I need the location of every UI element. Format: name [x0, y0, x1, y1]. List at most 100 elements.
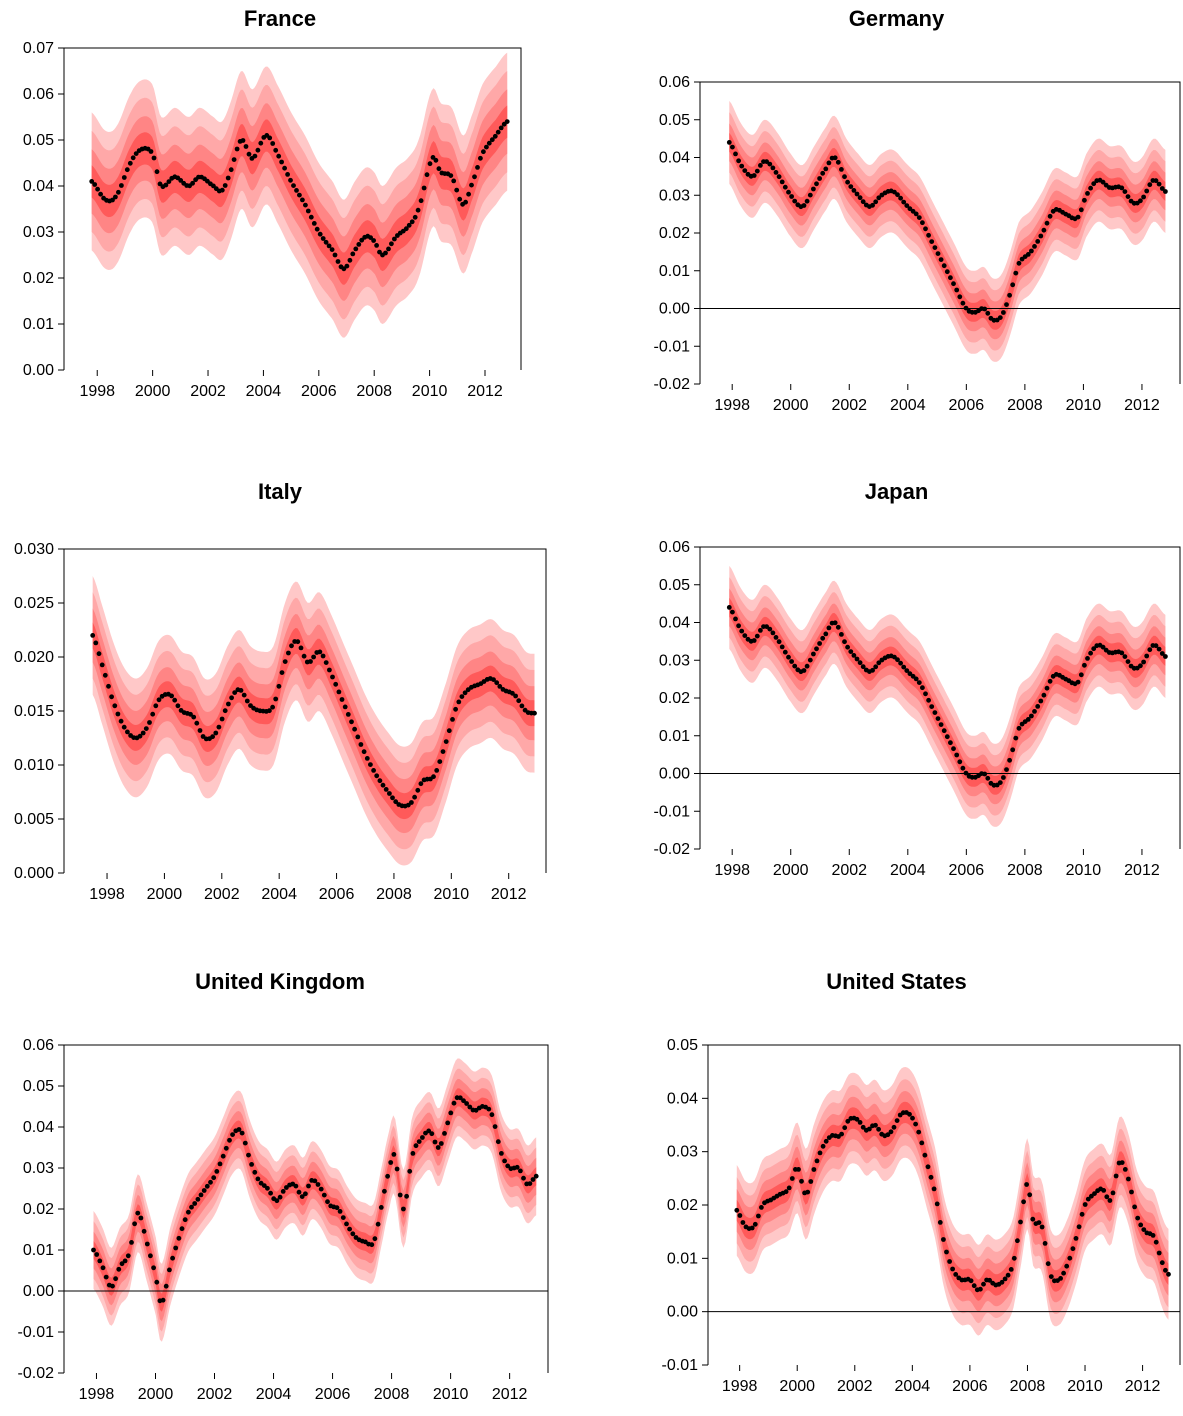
median-point — [175, 703, 181, 709]
median-point — [786, 189, 791, 195]
median-point — [289, 643, 294, 649]
y-tick-label: 0.06 — [659, 74, 690, 91]
median-point — [393, 799, 399, 805]
median-point — [502, 1158, 507, 1164]
y-tick-label: 0.03 — [659, 187, 690, 204]
median-point — [1035, 239, 1041, 244]
median-point — [876, 195, 882, 201]
median-point — [848, 184, 854, 190]
median-point — [94, 1252, 100, 1257]
median-point — [1032, 244, 1037, 249]
x-tick-label: 2000 — [779, 1378, 815, 1395]
median-point — [453, 706, 458, 712]
x-tick-label: 2008 — [1007, 397, 1043, 414]
median-point — [944, 269, 950, 275]
median-point — [870, 667, 875, 673]
median-point — [1015, 1238, 1020, 1244]
median-point — [435, 1145, 441, 1150]
median-point — [937, 1220, 943, 1225]
median-point — [1091, 181, 1097, 187]
median-point — [220, 1153, 226, 1159]
median-point — [397, 1192, 403, 1198]
median-point — [770, 630, 776, 636]
median-point — [1058, 1276, 1063, 1281]
median-point — [938, 257, 944, 262]
median-point — [941, 1237, 946, 1242]
median-point — [845, 644, 850, 650]
median-point — [350, 1231, 356, 1237]
median-point — [751, 173, 757, 178]
median-point — [288, 177, 293, 183]
median-point — [305, 208, 311, 214]
median-point — [1147, 647, 1153, 653]
fan-band-4 — [736, 1101, 1169, 1301]
median-point — [839, 1131, 844, 1137]
median-point — [805, 1189, 811, 1195]
median-point — [1132, 1204, 1137, 1210]
median-point — [311, 654, 316, 660]
y-tick-label: 0.00 — [667, 1304, 698, 1321]
median-point — [122, 1258, 128, 1264]
median-point — [860, 199, 866, 205]
median-point — [222, 183, 228, 188]
median-point — [407, 1168, 413, 1174]
median-point — [938, 722, 944, 727]
y-tick-label: 0.020 — [14, 649, 54, 666]
median-point — [923, 691, 928, 697]
x-tick-label: 2000 — [147, 886, 183, 903]
median-point — [898, 195, 903, 201]
median-point — [413, 1143, 419, 1149]
x-tick-label: 1998 — [89, 886, 125, 903]
median-point — [786, 1185, 792, 1191]
median-point — [1125, 659, 1131, 664]
x-tick-label: 2010 — [433, 1386, 469, 1403]
median-point — [1122, 654, 1128, 659]
median-point — [334, 1205, 340, 1211]
median-point — [211, 1175, 217, 1181]
median-point — [941, 263, 947, 269]
median-point — [1159, 1260, 1165, 1266]
median-point — [321, 1192, 327, 1198]
median-point — [163, 182, 169, 188]
median-point — [129, 1240, 134, 1245]
median-point — [814, 646, 819, 652]
median-point — [163, 1283, 169, 1289]
median-point — [391, 1152, 397, 1157]
median-point — [358, 742, 364, 747]
median-point — [867, 1126, 872, 1132]
median-point — [730, 609, 735, 615]
median-point — [243, 144, 249, 149]
median-point — [312, 1178, 318, 1184]
x-tick-label: 1998 — [722, 1378, 758, 1395]
median-point — [1002, 1276, 1008, 1282]
median-point — [1159, 651, 1165, 656]
median-point — [110, 197, 115, 203]
median-point — [95, 186, 100, 192]
median-point — [390, 795, 395, 801]
median-point — [1004, 767, 1009, 772]
median-point — [255, 1176, 261, 1182]
median-point — [1027, 1192, 1033, 1198]
median-point — [1122, 189, 1128, 195]
median-point — [377, 249, 382, 255]
median-point — [997, 780, 1003, 785]
median-point — [106, 683, 111, 689]
x-tick-label: 2008 — [376, 886, 412, 903]
y-tick-label: 0.03 — [659, 652, 690, 669]
median-point — [475, 165, 480, 170]
x-tick-label: 2010 — [1066, 397, 1102, 414]
y-tick-label: 0.02 — [659, 225, 690, 242]
median-point — [1048, 1274, 1054, 1279]
median-point — [913, 676, 919, 682]
median-point — [823, 166, 829, 172]
median-point — [845, 179, 850, 185]
median-point — [230, 1132, 236, 1137]
y-tick-label: -0.01 — [662, 1357, 699, 1374]
median-point — [355, 734, 361, 740]
median-point — [438, 1141, 444, 1146]
median-point — [113, 1276, 118, 1282]
median-point — [1150, 1233, 1156, 1238]
median-point — [297, 192, 302, 198]
median-point — [429, 1131, 435, 1137]
median-point — [188, 711, 193, 717]
